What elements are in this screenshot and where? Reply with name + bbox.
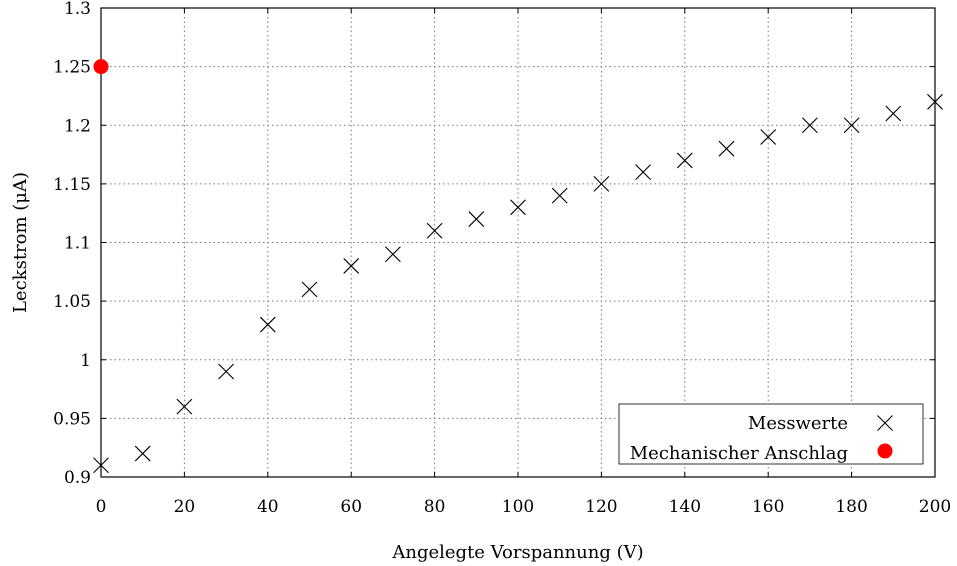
x-tick-label: 20: [174, 497, 196, 517]
data-point-cross: [468, 211, 485, 227]
x-tick-label: 140: [669, 497, 701, 517]
data-point-cross: [593, 175, 610, 192]
cross-stroke: [802, 117, 818, 134]
data-point-cross: [843, 117, 860, 134]
y-tick-label: 0.9: [64, 468, 91, 488]
data-point-cross: [676, 152, 693, 169]
y-tick-labels: 0.9 0.95 1 1.05 1.1 1.15 1.2 1.25 1.3: [53, 0, 91, 488]
cross-stroke: [134, 445, 151, 462]
cross-stroke: [343, 258, 360, 274]
data-point-cross: [176, 398, 193, 415]
cross-stroke: [760, 129, 777, 145]
data-point-cross: [802, 117, 818, 134]
data-point-cross: [385, 246, 401, 263]
y-axis-title: Leckstrom (μA): [10, 172, 31, 313]
data-point-cross: [93, 457, 109, 474]
x-tick-label: 180: [835, 497, 867, 517]
cross-stroke: [426, 222, 443, 239]
cross-stroke: [843, 117, 860, 134]
cross-stroke: [927, 93, 943, 110]
cross-stroke: [877, 415, 893, 431]
x-tick-labels: 0 20 40 60 80 100 120 140 160 180 200: [96, 497, 952, 517]
cross-stroke: [718, 140, 735, 157]
y-tick-label: 1.15: [53, 175, 91, 195]
cross-stroke: [635, 164, 651, 181]
y-tick-label: 1.2: [64, 116, 91, 136]
x-tick-label: 100: [502, 497, 534, 517]
data-point-cross: [760, 129, 777, 145]
legend-cross: [877, 415, 893, 431]
y-tick-label: 1: [80, 351, 91, 371]
data-point-cross: [885, 105, 902, 122]
x-tick-label: 60: [340, 497, 362, 517]
data-point-cross: [218, 363, 234, 380]
x-tick-label: 40: [257, 497, 279, 517]
y-tick-label: 1.1: [64, 234, 91, 254]
data-point-cross: [301, 281, 318, 298]
cross-stroke: [93, 457, 109, 474]
plot-frame: [100, 7, 936, 478]
data-point-cross: [510, 199, 526, 216]
data-point-cross: [551, 187, 568, 204]
data-points: [93, 59, 943, 474]
cross-stroke: [510, 199, 526, 216]
cross-stroke: [676, 152, 693, 169]
cross-stroke: [259, 316, 276, 333]
cross-stroke: [551, 187, 568, 204]
legend-box: [618, 403, 924, 465]
x-tick-label: 0: [96, 497, 107, 517]
cross-stroke: [176, 398, 193, 415]
legend: Messwerte Mechanischer Anschlag: [618, 403, 924, 465]
y-tick-label: 1.3: [64, 0, 91, 19]
data-point-cross: [927, 93, 943, 110]
cross-stroke: [593, 175, 610, 192]
grid-lines: [101, 8, 935, 477]
data-point-cross: [343, 258, 360, 274]
cross-stroke: [301, 281, 318, 298]
cross-stroke: [468, 211, 485, 227]
legend-label-mechanischer-anschlag: Mechanischer Anschlag: [630, 443, 848, 464]
cross-stroke: [385, 246, 401, 263]
y-tick-label: 0.95: [53, 409, 91, 429]
data-point-cross: [134, 445, 151, 462]
cross-stroke: [885, 105, 902, 122]
cross-stroke: [218, 363, 234, 380]
legend-marker-dot: [877, 443, 893, 459]
y-tick-label: 1.25: [53, 58, 91, 78]
y-tick-label: 1.05: [53, 292, 91, 312]
data-point-cross: [718, 140, 735, 157]
x-tick-label: 200: [919, 497, 951, 517]
data-point-dot: [93, 59, 109, 75]
x-tick-label: 80: [424, 497, 446, 517]
data-point-cross: [259, 316, 276, 333]
data-point-cross: [426, 222, 443, 239]
data-point-cross: [635, 164, 651, 181]
x-axis-title: Angelegte Vorspannung (V): [391, 542, 643, 563]
x-tick-label: 120: [585, 497, 617, 517]
legend-label-messwerte: Messwerte: [748, 413, 848, 434]
x-tick-label: 160: [752, 497, 784, 517]
legend-marker-cross: [877, 415, 893, 431]
